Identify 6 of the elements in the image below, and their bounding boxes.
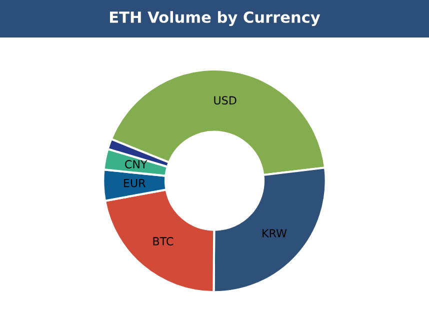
slice-label: EUR xyxy=(124,178,146,188)
slice-label: BTC xyxy=(153,237,174,246)
slice-label: USD xyxy=(214,96,236,105)
slice-label: CNY xyxy=(125,160,148,168)
slice-label: KRW xyxy=(262,229,287,238)
chart-title: ETH Volume by Currency xyxy=(110,11,320,26)
